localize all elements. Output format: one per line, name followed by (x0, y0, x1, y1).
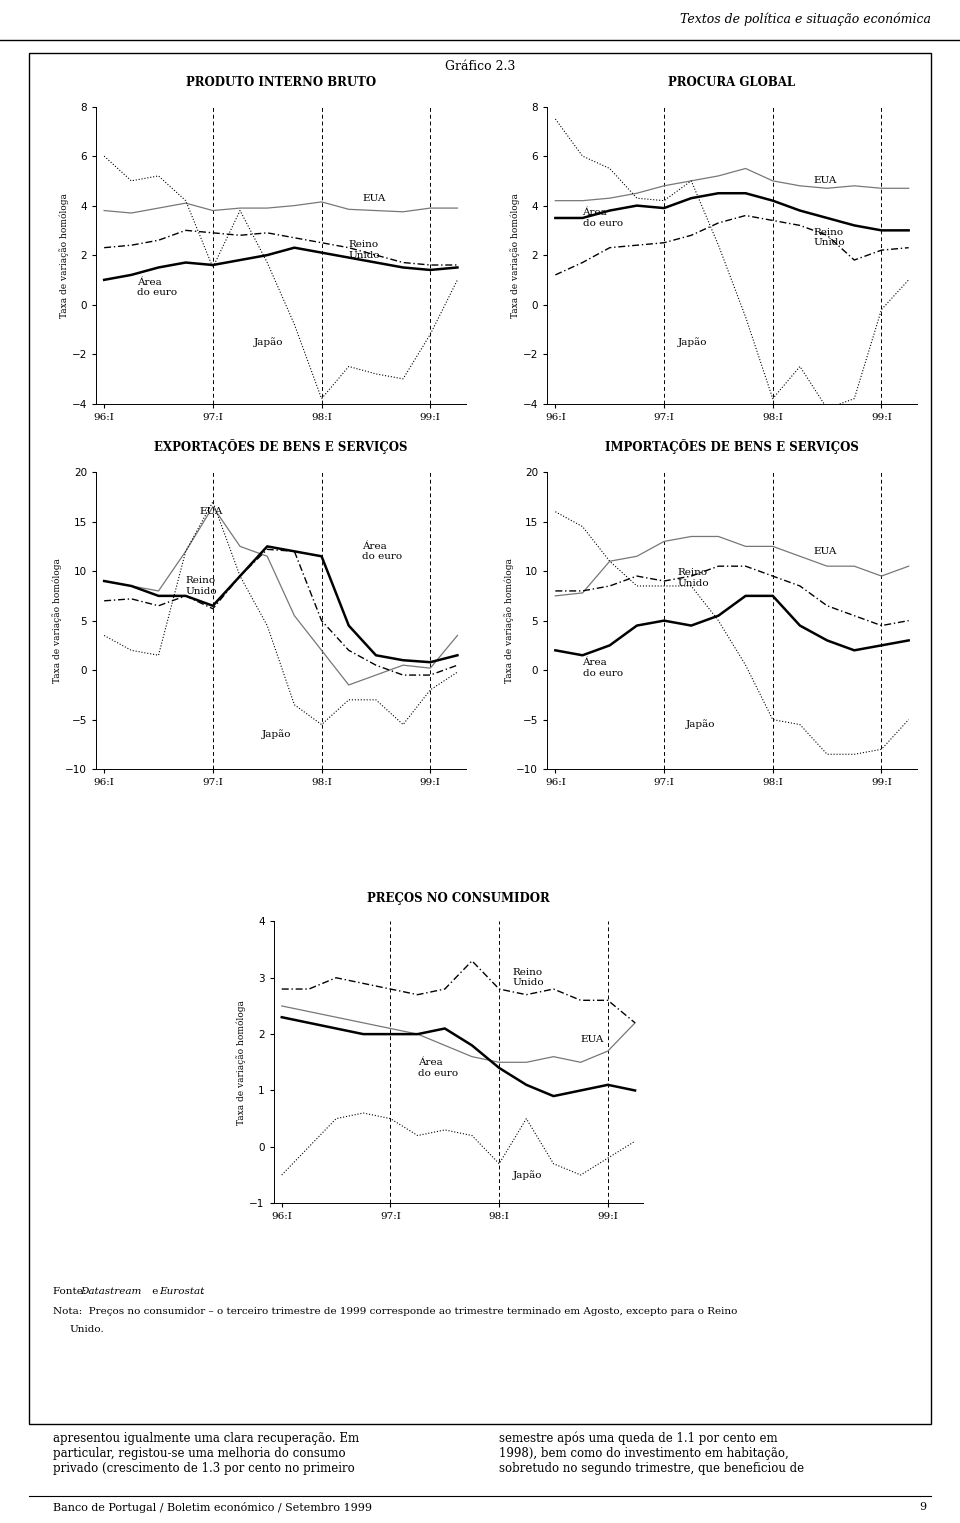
Y-axis label: Taxa de variação homóloga: Taxa de variação homóloga (510, 193, 520, 317)
Y-axis label: Taxa de variação homóloga: Taxa de variação homóloga (236, 1001, 247, 1124)
Text: PRODUTO INTERNO BRUTO: PRODUTO INTERNO BRUTO (185, 76, 376, 88)
Text: Área
do euro: Área do euro (418, 1058, 458, 1078)
Text: Reino
Unido: Reino Unido (678, 568, 709, 588)
Text: Reino
Unido: Reino Unido (513, 969, 544, 987)
Text: 9: 9 (920, 1502, 926, 1512)
Text: Eurostat: Eurostat (159, 1287, 204, 1296)
Text: Japão: Japão (262, 730, 291, 739)
Text: EUA: EUA (581, 1036, 604, 1045)
Text: Japão: Japão (685, 720, 715, 730)
Text: .: . (200, 1287, 203, 1296)
Text: Textos de política e situação económica: Textos de política e situação económica (681, 12, 931, 26)
Text: Nota:  Preços no consumidor – o terceiro trimestre de 1999 corresponde ao trimes: Nota: Preços no consumidor – o terceiro … (53, 1307, 737, 1316)
Text: Japão: Japão (513, 1170, 542, 1180)
Text: e: e (149, 1287, 161, 1296)
Text: PROCURA GLOBAL: PROCURA GLOBAL (668, 76, 796, 88)
Y-axis label: Taxa de variação homóloga: Taxa de variação homóloga (504, 559, 514, 682)
Text: Gráfico 2.3: Gráfico 2.3 (444, 59, 516, 73)
Text: Área
do euro: Área do euro (583, 658, 623, 678)
Text: Área
do euro: Área do euro (583, 209, 623, 227)
Text: Área
do euro: Área do euro (136, 277, 177, 297)
Text: Área
do euro: Área do euro (362, 542, 402, 560)
Text: Datastream: Datastream (80, 1287, 141, 1296)
Text: EUA: EUA (813, 547, 837, 556)
Text: Japão: Japão (253, 337, 283, 347)
Text: EXPORTAÇÕES DE BENS E SERVIÇOS: EXPORTAÇÕES DE BENS E SERVIÇOS (154, 440, 408, 454)
Text: Reino
Unido: Reino Unido (813, 228, 845, 247)
Y-axis label: Taxa de variação homóloga: Taxa de variação homóloga (59, 193, 69, 317)
Text: IMPORTAÇÕES DE BENS E SERVIÇOS: IMPORTAÇÕES DE BENS E SERVIÇOS (605, 440, 859, 454)
Text: Banco de Portugal / Boletim económico / Setembro 1999: Banco de Portugal / Boletim económico / … (53, 1502, 372, 1512)
Text: EUA: EUA (200, 507, 223, 516)
Text: semestre após uma queda de 1.1 por cento em
1998), bem como do investimento em h: semestre após uma queda de 1.1 por cento… (499, 1432, 804, 1476)
Text: apresentou igualmente uma clara recuperação. Em
particular, registou-se uma melh: apresentou igualmente uma clara recupera… (53, 1432, 359, 1474)
Text: Fonte:: Fonte: (53, 1287, 89, 1296)
Text: EUA: EUA (362, 193, 386, 203)
Text: Unido.: Unido. (69, 1325, 104, 1334)
Text: PREÇOS NO CONSUMIDOR: PREÇOS NO CONSUMIDOR (367, 891, 550, 905)
Text: Reino
Unido: Reino Unido (348, 241, 380, 260)
Text: Japão: Japão (678, 337, 708, 347)
Text: Reino
Unido: Reino Unido (185, 576, 217, 595)
Text: EUA: EUA (813, 177, 837, 186)
Y-axis label: Taxa de variação homóloga: Taxa de variação homóloga (53, 559, 62, 682)
